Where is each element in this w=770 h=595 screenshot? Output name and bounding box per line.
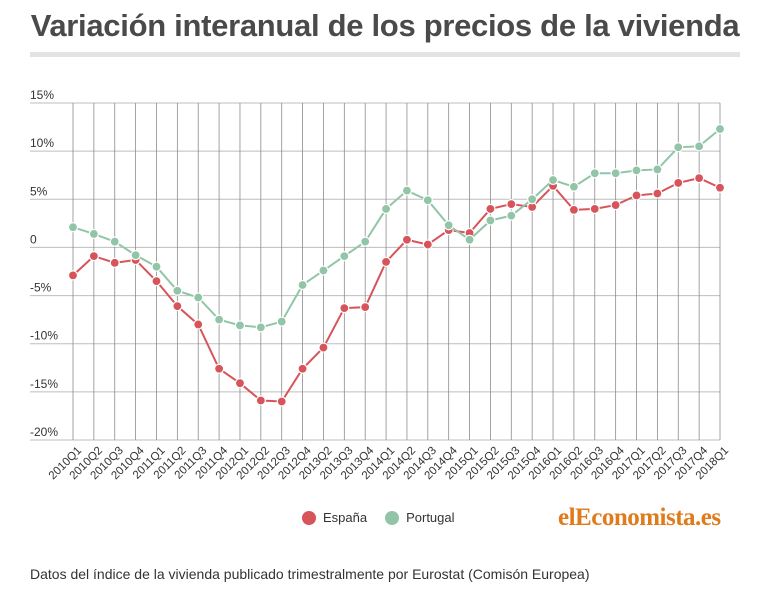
title-divider: [30, 52, 740, 57]
data-point: [401, 234, 413, 245]
data-point: [109, 257, 120, 268]
data-point: [88, 228, 99, 240]
logo-prefix: el: [558, 504, 576, 531]
eleconomista-logo[interactable]: elEconomista.es: [558, 504, 721, 532]
data-point: [130, 250, 141, 261]
data-point: [213, 363, 225, 374]
legend-marker-portugal: [385, 510, 400, 525]
y-tick-label: -10%: [30, 329, 58, 343]
data-point: [297, 279, 308, 291]
data-point: [422, 195, 433, 206]
chart-series: [67, 123, 726, 407]
chart-legend: España Portugal: [302, 510, 473, 525]
source-note: Datos del índice de la vivienda publicad…: [30, 566, 590, 582]
data-point: [401, 185, 413, 196]
logo-suffix: .es: [695, 504, 721, 531]
data-point: [67, 222, 79, 233]
data-point: [506, 210, 517, 221]
data-point: [109, 236, 120, 247]
data-point: [610, 199, 621, 211]
data-point: [443, 220, 454, 231]
data-point: [568, 204, 580, 215]
data-point: [88, 250, 99, 262]
data-point: [673, 142, 684, 153]
data-point: [631, 165, 642, 176]
chart-title: Variación interanual de los precios de l…: [30, 8, 740, 43]
y-tick-label: 10%: [30, 136, 54, 150]
data-point: [297, 363, 308, 374]
legend-label-portugal: Portugal: [406, 510, 455, 525]
data-point: [506, 199, 517, 210]
y-tick-label: 15%: [30, 88, 54, 102]
y-tick-label: 0: [30, 232, 37, 246]
y-tick-label: -15%: [30, 377, 58, 391]
data-point: [380, 203, 392, 215]
series-line: [72, 177, 721, 403]
data-point: [673, 177, 684, 189]
data-point: [151, 261, 162, 272]
data-point: [339, 302, 350, 314]
data-point: [172, 301, 183, 312]
y-tick-label: 5%: [30, 184, 48, 198]
data-point: [193, 292, 204, 303]
data-point: [255, 322, 266, 333]
data-point: [694, 173, 705, 184]
data-point: [652, 164, 663, 175]
data-point: [589, 168, 600, 179]
data-point: [631, 190, 642, 201]
data-point: [213, 314, 225, 325]
data-point: [339, 250, 350, 262]
data-point: [360, 302, 371, 313]
y-tick-label: -5%: [30, 281, 52, 295]
data-point: [527, 194, 538, 205]
data-point: [276, 316, 287, 327]
data-point: [234, 320, 246, 331]
series-espana: [67, 173, 726, 407]
legend-marker-espana: [302, 510, 316, 525]
data-point: [652, 188, 663, 199]
data-point: [67, 270, 79, 281]
data-point: [714, 182, 726, 193]
data-point: [255, 395, 266, 406]
data-point: [714, 123, 726, 135]
data-point: [234, 378, 246, 389]
data-point: [589, 203, 600, 215]
data-point: [193, 319, 204, 330]
legend-item-portugal[interactable]: Portugal: [385, 510, 455, 525]
legend-item-espana[interactable]: España: [302, 510, 367, 525]
chart-grid: [30, 102, 721, 441]
logo-main: Economista: [575, 504, 696, 531]
legend-label-espana: España: [323, 510, 368, 525]
data-point: [422, 239, 433, 250]
y-axis-ticks: 15% 10% 5% 0 -5% -10% -15% -20%: [30, 88, 58, 439]
y-tick-label: -20%: [30, 425, 58, 439]
data-point: [360, 236, 371, 247]
data-point: [547, 174, 559, 186]
data-point: [568, 181, 580, 192]
data-point: [318, 265, 329, 276]
series-portugal: [67, 123, 726, 333]
data-point: [485, 215, 496, 226]
data-point: [318, 342, 329, 353]
data-point: [380, 256, 392, 267]
data-point: [694, 141, 705, 152]
x-axis-ticks: 2010Q12010Q22010Q32010Q42011Q12011Q22011…: [47, 444, 731, 482]
data-point: [151, 276, 162, 287]
data-point: [610, 168, 621, 179]
data-point: [485, 203, 496, 215]
data-point: [276, 396, 287, 407]
data-point: [172, 285, 183, 296]
data-point: [464, 234, 475, 245]
